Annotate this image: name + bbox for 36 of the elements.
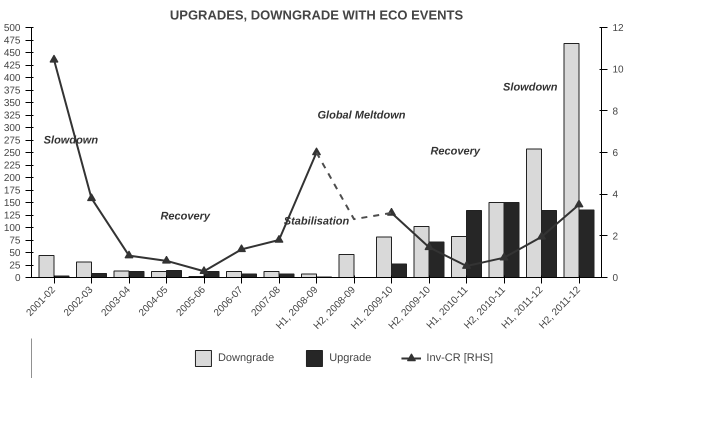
y-tick-label: 450 [4,48,21,59]
y2-tick-label: 4 [612,190,618,201]
y-tick-label: 250 [4,148,21,159]
y-tick-label: 125 [4,210,21,222]
y-tick-label: 175 [4,186,21,196]
y-tick-label: 300 [4,123,21,134]
y-tick-label: 400 [4,73,21,84]
y2-tick-label: 12 [612,23,624,34]
y-tick-label: 225 [4,160,21,172]
y2-tick-label: 2 [612,231,618,242]
y2-tick-label: 10 [612,64,624,76]
legend-label: Downgrade [218,352,274,364]
annotation: Global Meltdown [318,110,406,122]
y-tick-label: 475 [4,36,21,46]
y-tick-label: 50 [9,248,21,259]
y-tick-label: 350 [4,98,21,109]
y2-tick-label: 8 [612,106,618,118]
legend-label: Upgrade [329,352,372,364]
y-tick-label: 25 [9,260,21,272]
y-tick-label: 0 [14,273,21,284]
y-tick-label: 425 [4,60,21,72]
y-tick-label: 500 [4,23,21,34]
annotation: Slowdown [503,82,558,94]
annotation: Recovery [430,146,481,158]
y-tick-label: 275 [4,136,21,146]
legend-label: Inv-CR [RHS] [426,352,494,364]
y2-tick-label: 6 [612,148,618,159]
y-tick-label: 150 [4,198,21,209]
annotation: Recovery [160,210,211,222]
y2-tick-label: 0 [612,273,618,284]
y-tick-label: 200 [4,173,21,184]
y-tick-label: 100 [4,223,21,234]
chart-title: UPGRADES, DOWNGRADE WITH ECO EVENTS [170,8,464,22]
y-tick-label: 75 [9,236,21,246]
y-tick-label: 375 [4,86,21,96]
y-tick-label: 325 [4,110,21,122]
